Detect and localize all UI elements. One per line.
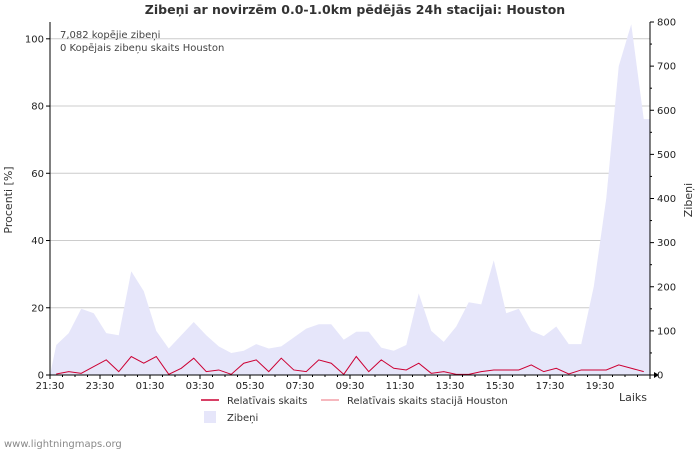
footer-source: www.lightningmaps.org (4, 439, 122, 450)
legend-label-strikes: Zibeņi (227, 413, 258, 424)
x-tick-label: 13:30 (436, 381, 465, 392)
series-line-relative (56, 355, 644, 376)
right-tick-label: 200 (657, 282, 676, 293)
right-axis-ticks: 0 100 200 300 400 500 600 700 800 (650, 18, 676, 382)
x-tick-label: 15:30 (486, 381, 515, 392)
left-tick-label: 60 (31, 169, 44, 180)
x-tick-label: 11:30 (386, 381, 415, 392)
right-tick-label: 600 (657, 106, 676, 117)
right-axis-label: Zibeņi (682, 183, 695, 217)
right-tick-label: 100 (657, 326, 676, 337)
x-tick-label: 19:30 (586, 381, 615, 392)
left-tick-label: 80 (31, 102, 44, 113)
x-axis-label: Laiks (619, 391, 647, 404)
strikes-area (50, 24, 650, 376)
grid (50, 38, 650, 309)
x-tick-label: 03:30 (186, 381, 215, 392)
left-axis-label: Procenti [%] (2, 166, 15, 233)
right-tick-label: 800 (657, 18, 676, 29)
station-strikes-info: 0 Kopējais zibeņu skaits Houston (60, 43, 224, 54)
left-tick-label: 100 (25, 34, 44, 45)
left-tick-label: 0 (38, 371, 44, 382)
right-tick-label: 700 (657, 62, 676, 73)
lightning-area-series (50, 24, 650, 376)
x-tick-label: 23:30 (86, 381, 115, 392)
x-tick-label: 01:30 (136, 381, 165, 392)
legend-label-relative: Relatīvais skaits (227, 396, 307, 407)
x-tick-label: 07:30 (286, 381, 315, 392)
left-tick-label: 40 (31, 236, 44, 247)
total-strikes-info: 7,082 kopējie zibeņi (60, 30, 160, 41)
x-tick-label: 17:30 (536, 381, 565, 392)
x-axis-ticks: 21:30 23:30 01:30 03:30 05:30 07:30 09:30 11:30… (36, 375, 651, 392)
right-tick-label: 500 (657, 150, 676, 161)
x-tick-label: 21:30 (36, 381, 65, 392)
legend: Relatīvais skaits Relatīvais skaits stac… (201, 396, 508, 424)
legend-swatch-strikes (204, 411, 216, 423)
chart-title: Zibeņi ar novirzēm 0.0-1.0km pēdējās 24h… (145, 2, 565, 17)
x-tick-label: 05:30 (236, 381, 265, 392)
x-axis-arrow (654, 372, 659, 378)
legend-label-relative-station: Relatīvais skaits stacijā Houston (347, 396, 508, 407)
x-tick-label: 09:30 (336, 381, 365, 392)
right-tick-label: 400 (657, 194, 676, 205)
right-tick-label: 300 (657, 238, 676, 249)
right-tick-label: 0 (657, 371, 663, 382)
left-axis-ticks: 0 20 40 60 80 100 (25, 34, 50, 382)
left-tick-label: 20 (31, 303, 44, 314)
